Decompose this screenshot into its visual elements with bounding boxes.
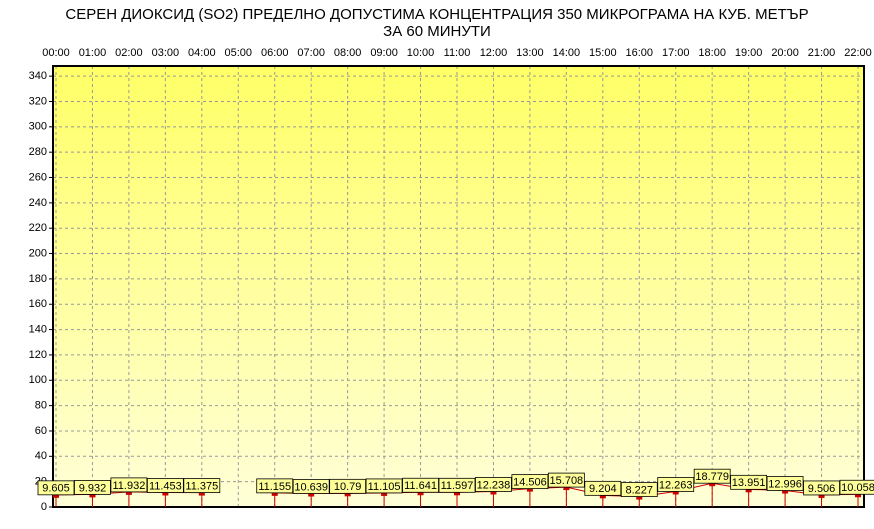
- x-tick-label: 17:00: [662, 47, 690, 59]
- value-label: 10.058: [841, 482, 874, 494]
- x-tick-label: 22:00: [844, 47, 872, 59]
- x-tick-label: 07:00: [297, 47, 325, 59]
- value-label-box: [292, 479, 330, 494]
- value-label: 9.932: [79, 482, 107, 494]
- value-label: 10.639: [294, 481, 328, 493]
- value-label: 9.506: [808, 483, 836, 495]
- x-tick-label: 01:00: [79, 47, 107, 59]
- y-tick-label: 60: [35, 425, 47, 437]
- x-tick-label: 04:00: [188, 47, 216, 59]
- value-label-box: [110, 477, 148, 493]
- y-tick-label: 160: [29, 298, 47, 310]
- value-label: 18.779: [695, 471, 729, 483]
- value-label: 9.605: [42, 483, 70, 495]
- value-label-box: [37, 480, 75, 496]
- value-label: 11.597: [441, 480, 474, 492]
- chart-subtitle: ЗА 60 МИНУТИ: [383, 23, 491, 40]
- value-label: 10.79: [334, 481, 362, 493]
- x-tick-label: 21:00: [808, 47, 836, 59]
- value-label-box: [584, 480, 622, 496]
- y-tick-label: 120: [29, 349, 47, 361]
- x-tick-label: 03:00: [152, 47, 180, 59]
- value-label-box: [475, 477, 512, 492]
- value-label-box: [329, 478, 367, 494]
- y-tick-label: 180: [29, 273, 47, 285]
- x-tick-label: 19:00: [735, 47, 763, 59]
- value-label-box: [256, 478, 294, 494]
- y-tick-label: 40: [35, 450, 47, 462]
- plot-border: [52, 65, 865, 508]
- value-label-box: [620, 482, 658, 497]
- value-label-box: [438, 477, 476, 493]
- y-tick-label: 80: [35, 400, 47, 412]
- value-label: 11.375: [185, 480, 218, 492]
- x-tick-label: 06:00: [261, 47, 289, 59]
- x-tick-label: 13:00: [516, 47, 544, 59]
- value-label: 12.996: [768, 478, 802, 490]
- x-tick-label: 12:00: [480, 47, 508, 59]
- y-tick-label: 280: [29, 146, 47, 158]
- value-label: 8.227: [626, 484, 654, 496]
- value-label: 11.932: [112, 480, 145, 492]
- y-tick-label: 300: [29, 121, 47, 133]
- value-label: 12.238: [477, 479, 511, 491]
- value-label-box: [511, 474, 549, 490]
- x-tick-label: 09:00: [370, 47, 398, 59]
- y-tick-label: 240: [29, 197, 47, 209]
- x-tick-label: 02:00: [115, 47, 143, 59]
- value-label: 11.105: [368, 481, 401, 493]
- x-tick-label: 16:00: [626, 47, 654, 59]
- y-tick-label: 140: [29, 323, 47, 335]
- x-tick-label: 05:00: [225, 47, 253, 59]
- y-tick-label: 200: [29, 247, 47, 259]
- x-tick-label: 14:00: [553, 47, 581, 59]
- chart-title: СЕРЕН ДИОКСИД (SO2) ПРЕДЕЛНО ДОПУСТИМА К…: [65, 6, 808, 23]
- value-label-box: [146, 478, 184, 493]
- value-label-box: [730, 474, 768, 490]
- plot-area: [53, 66, 864, 507]
- x-tick-label: 20:00: [771, 47, 799, 59]
- value-label: 11.155: [258, 481, 291, 493]
- value-label: 14.506: [513, 477, 547, 489]
- y-tick-label: 320: [29, 95, 47, 107]
- value-label: 9.204: [589, 483, 617, 495]
- y-tick-label: 260: [29, 171, 47, 183]
- value-label: 15.708: [550, 475, 584, 487]
- value-label-box: [74, 480, 111, 495]
- y-tick-label: 100: [29, 374, 47, 386]
- value-label-box: [183, 478, 221, 493]
- y-tick-label: 0: [41, 501, 47, 513]
- value-label-box: [693, 468, 731, 484]
- value-label-box: [402, 477, 439, 493]
- x-tick-label: 18:00: [698, 47, 726, 59]
- value-label: 11.641: [404, 480, 437, 492]
- value-label-box: [803, 480, 840, 496]
- value-label-box: [839, 479, 874, 495]
- y-tick-label: 220: [29, 222, 47, 234]
- value-label-box: [547, 472, 585, 488]
- x-tick-label: 11:00: [444, 47, 471, 59]
- x-tick-label: 15:00: [589, 47, 617, 59]
- value-label-box: [365, 478, 403, 494]
- value-label: 13.951: [732, 477, 766, 489]
- x-tick-label: 08:00: [334, 47, 362, 59]
- value-label-box: [766, 476, 804, 491]
- x-tick-label: 10:00: [407, 47, 435, 59]
- value-label: 12.263: [659, 479, 693, 491]
- value-label: 11.453: [149, 480, 182, 492]
- value-label-box: [657, 477, 695, 492]
- x-tick-label: 00:00: [42, 47, 70, 59]
- y-tick-label: 340: [29, 70, 47, 82]
